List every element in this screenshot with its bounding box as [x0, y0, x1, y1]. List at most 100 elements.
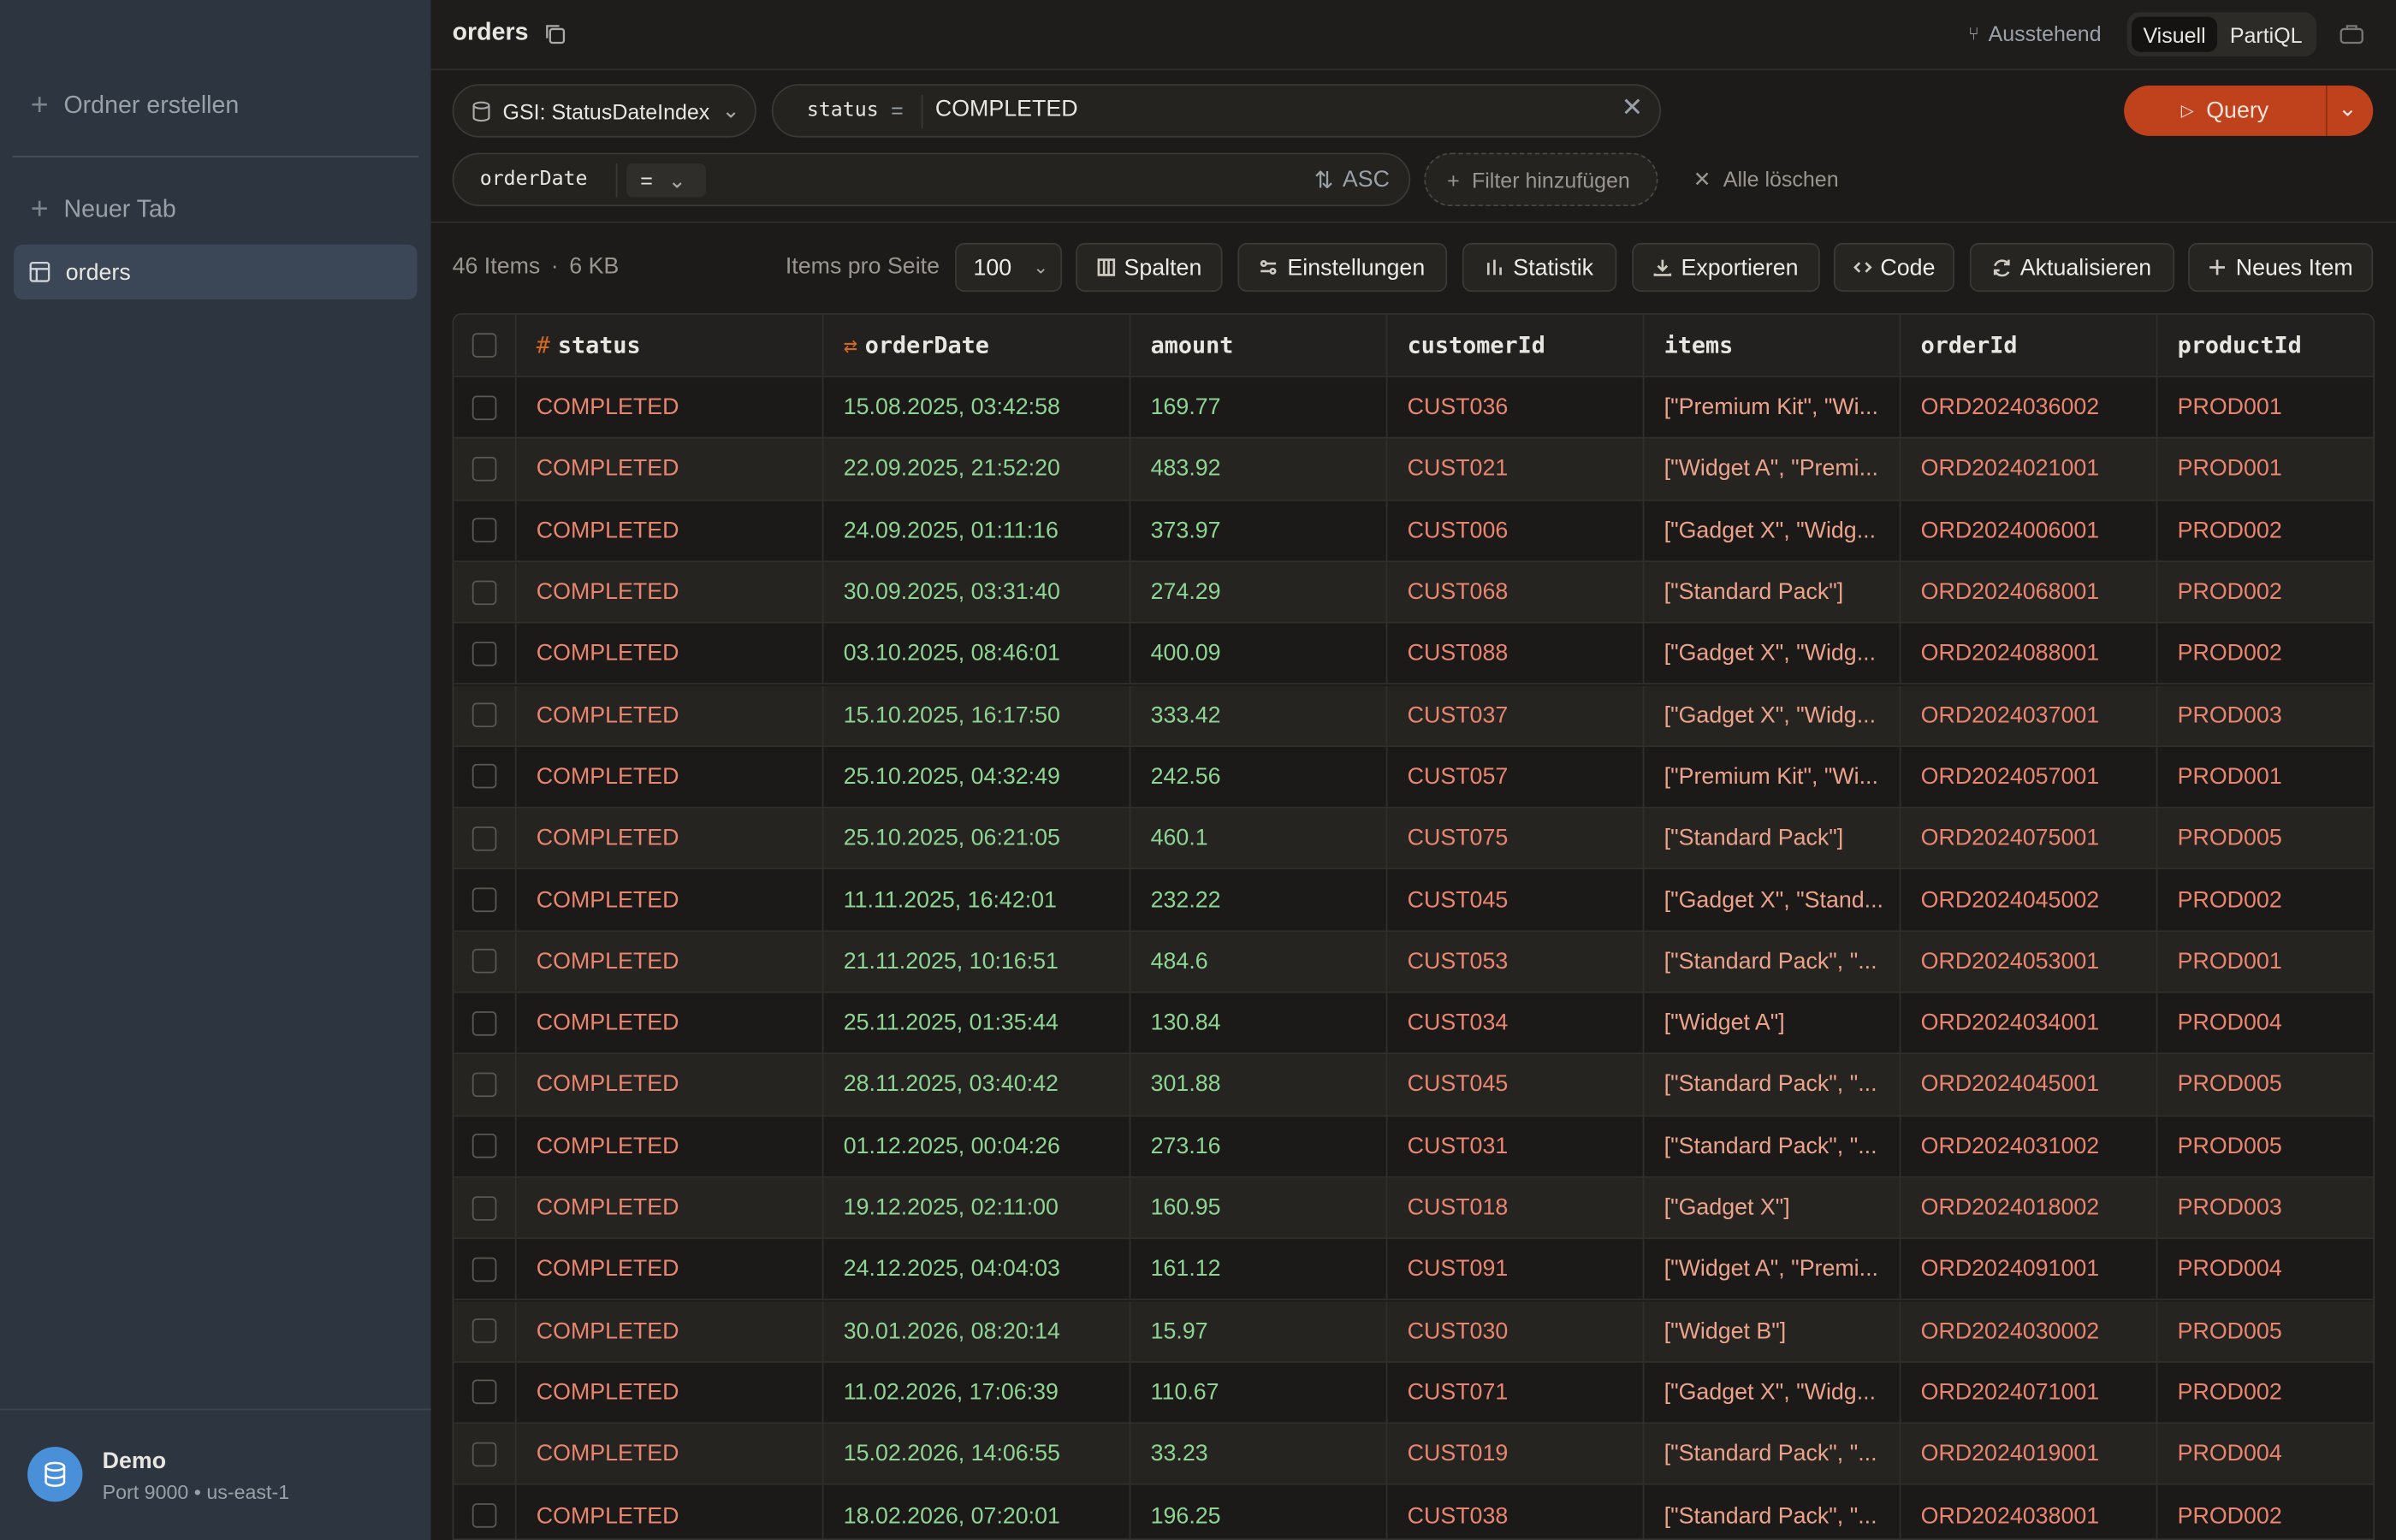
toolbar-button[interactable]: Neues Item — [2188, 242, 2374, 293]
checkbox[interactable] — [471, 702, 497, 728]
header-cell[interactable]: productId — [2157, 315, 2373, 376]
checkbox[interactable] — [471, 764, 497, 790]
key-value[interactable]: COMPLETED — [934, 96, 1078, 122]
table-row[interactable]: COMPLETED 22.09.2025, 21:52:20 483.92 CUST0… — [454, 439, 2374, 500]
mode-visual[interactable]: Visuell — [2132, 16, 2218, 52]
toolbar-button[interactable]: Aktualisieren — [1969, 242, 2175, 293]
table-cell: 400.09 — [1130, 623, 1388, 684]
table-cell: COMPLETED — [517, 1300, 824, 1361]
header-cell[interactable]: amount — [1130, 314, 1388, 376]
toolbar-button[interactable]: Code — [1833, 242, 1954, 293]
checkbox[interactable] — [471, 1010, 497, 1036]
table-header: # status ⇄ orderDate amount customerId items or… — [454, 314, 2374, 378]
checkbox-cell — [454, 931, 517, 992]
create-folder[interactable]: + Ordner erstellen — [30, 88, 240, 122]
table-row[interactable]: COMPLETED 30.01.2026, 08:20:14 15.97 CUST03… — [454, 1300, 2374, 1363]
query-button[interactable]: ▷ Query — [2180, 98, 2269, 124]
table-cell: COMPLETED — [517, 684, 824, 746]
cell-value: PROD001 — [2177, 455, 2282, 483]
checkbox[interactable] — [471, 518, 497, 543]
checkbox[interactable] — [471, 949, 497, 974]
table-cell: 15.97 — [1130, 1300, 1388, 1361]
checkbox[interactable] — [471, 1318, 497, 1343]
table-row[interactable]: COMPLETED 18.02.2026, 07:20:01 196.25 CUST0… — [454, 1485, 2374, 1539]
add-filter[interactable]: + Filter hinzufügen — [1424, 152, 1658, 207]
header-cell[interactable]: ⇄ orderDate — [823, 314, 1131, 376]
sort-order[interactable]: ⇅ ASC — [1314, 166, 1390, 194]
table-row[interactable]: COMPLETED 15.08.2025, 03:42:58 169.77 CUST0… — [454, 377, 2374, 440]
cell-value: CUST031 — [1407, 1133, 1509, 1159]
cell-value: COMPLETED — [536, 825, 679, 852]
cell-value: CUST006 — [1407, 517, 1509, 544]
toolbar-button[interactable]: Einstellungen — [1237, 242, 1448, 293]
table-cell: 24.09.2025, 01:11:16 — [823, 500, 1131, 561]
tab-item[interactable]: orders — [14, 244, 418, 299]
cell-value: ORD2024045002 — [1920, 886, 2100, 914]
cell-value: ["Gadget X", "Stand... — [1664, 886, 1884, 914]
cell-value: CUST018 — [1407, 1194, 1509, 1221]
table-row[interactable]: COMPLETED 15.02.2026, 14:06:55 33.23 CUST01… — [454, 1424, 2374, 1486]
settings-icon[interactable] — [2340, 23, 2364, 44]
header-cell[interactable]: items — [1644, 314, 1901, 376]
table-cell: CUST071 — [1387, 1362, 1645, 1423]
cell-value: 30.09.2025, 03:31:40 — [843, 578, 1060, 606]
key-operator[interactable]: = — [891, 98, 904, 122]
table-cell: 11.11.2025, 16:42:01 — [823, 869, 1131, 930]
toolbar-button[interactable]: Statistik — [1462, 242, 1617, 293]
checkbox[interactable] — [471, 887, 497, 913]
toolbar-button[interactable]: Spalten — [1076, 242, 1223, 293]
table-row[interactable]: COMPLETED 15.10.2025, 16:17:50 333.42 CUST0… — [454, 684, 2374, 747]
checkbox[interactable] — [471, 1257, 497, 1282]
page-size-select[interactable]: 100 ⌄ — [955, 242, 1063, 293]
checkbox[interactable] — [471, 1442, 497, 1466]
table-row[interactable]: COMPLETED 30.09.2025, 03:31:40 274.29 CUST0… — [454, 561, 2374, 624]
copy-icon[interactable] — [544, 23, 566, 44]
table-cell: CUST088 — [1387, 623, 1645, 684]
table-cell: CUST075 — [1387, 808, 1645, 868]
checkbox[interactable] — [471, 456, 497, 482]
clear-key[interactable]: ✕ — [1621, 92, 1644, 122]
cell-value: ORD2024031002 — [1920, 1133, 2100, 1159]
table-row[interactable]: COMPLETED 28.11.2025, 03:40:42 301.88 CUST0… — [454, 1054, 2374, 1116]
table-row[interactable]: COMPLETED 11.11.2025, 16:42:01 232.22 CUST0… — [454, 869, 2374, 932]
checkbox[interactable] — [471, 641, 497, 666]
mode-partiql[interactable]: PartiQL — [2229, 21, 2303, 47]
checkbox[interactable] — [471, 1195, 497, 1220]
table-row[interactable]: COMPLETED 21.11.2025, 10:16:51 484.6 CUST05… — [454, 931, 2374, 993]
table-cell: 196.25 — [1130, 1485, 1388, 1539]
create-folder-label: Ordner erstellen — [63, 92, 240, 119]
table-row[interactable]: COMPLETED 19.12.2025, 02:11:00 160.95 CUST0… — [454, 1177, 2374, 1240]
divider — [921, 94, 923, 128]
table-row[interactable]: COMPLETED 24.12.2025, 04:04:03 161.12 CUST0… — [454, 1239, 2374, 1301]
checkbox[interactable] — [471, 1380, 497, 1405]
checkbox[interactable] — [471, 1072, 497, 1098]
table-cell: ORD2024045002 — [1901, 869, 2158, 930]
checkbox[interactable] — [471, 826, 497, 851]
table-cell: 483.92 — [1130, 439, 1388, 500]
toolbar-button[interactable]: Exportieren — [1632, 242, 1820, 293]
sort-operator[interactable]: = ⌄ — [626, 163, 706, 198]
table-row[interactable]: COMPLETED 11.02.2026, 17:06:39 110.67 CUST0… — [454, 1362, 2374, 1424]
checkbox[interactable] — [471, 333, 497, 358]
checkbox[interactable] — [471, 1134, 497, 1158]
checkbox[interactable] — [471, 394, 497, 420]
new-tab[interactable]: + Neuer Tab — [30, 192, 176, 227]
checkbox[interactable] — [471, 579, 497, 605]
pending-status[interactable]: ⑂ Ausstehend — [1967, 21, 2102, 46]
index-select[interactable]: GSI: StatusDateIndex ⌄ — [452, 84, 756, 138]
header-cell[interactable]: customerId — [1387, 314, 1645, 376]
query-menu[interactable]: ⌄ — [2338, 96, 2357, 122]
header-cell[interactable]: # status — [517, 314, 824, 376]
cell-value: 273.16 — [1150, 1133, 1221, 1159]
cell-value: ORD2024068001 — [1920, 578, 2100, 606]
table-row[interactable]: COMPLETED 25.11.2025, 01:35:44 130.84 CUST0… — [454, 992, 2374, 1055]
table-row[interactable]: COMPLETED 25.10.2025, 06:21:05 460.1 CUST07… — [454, 808, 2374, 870]
clear-all[interactable]: ✕ Alle löschen — [1693, 166, 1839, 192]
data-table: # status ⇄ orderDate amount customerId items or… — [452, 313, 2375, 1540]
header-cell[interactable]: orderId — [1901, 314, 2158, 376]
table-row[interactable]: COMPLETED 01.12.2025, 00:04:26 273.16 CUST0… — [454, 1116, 2374, 1178]
table-row[interactable]: COMPLETED 25.10.2025, 04:32:49 242.56 CUST0… — [454, 746, 2374, 808]
table-row[interactable]: COMPLETED 24.09.2025, 01:11:16 373.97 CUST0… — [454, 500, 2374, 562]
checkbox[interactable] — [471, 1503, 497, 1528]
table-row[interactable]: COMPLETED 03.10.2025, 08:46:01 400.09 CUST0… — [454, 623, 2374, 685]
